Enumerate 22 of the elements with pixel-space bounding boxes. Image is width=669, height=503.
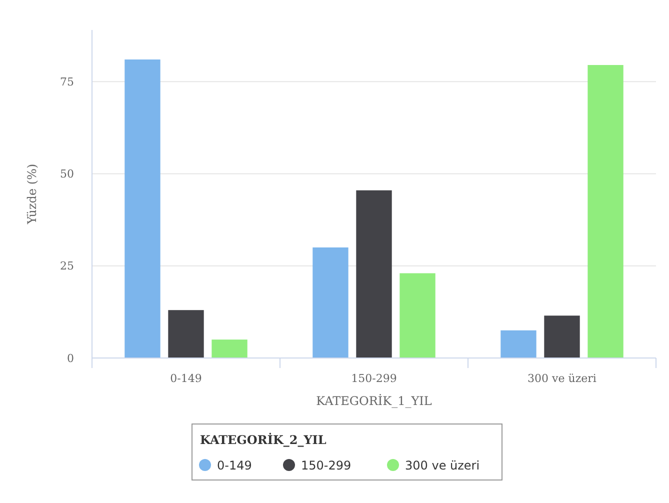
- bar: [500, 330, 536, 358]
- y-tick-label: 50: [60, 168, 74, 181]
- x-axis-title: KATEGORİK_1_YIL: [316, 393, 432, 408]
- bar: [212, 340, 248, 358]
- bar: [312, 247, 348, 358]
- bar: [588, 65, 624, 358]
- legend-label: 300 ve üzeri: [405, 458, 480, 472]
- legend-label: 0-149: [217, 458, 252, 472]
- x-tick-label: 150-299: [351, 372, 397, 385]
- x-tick-label: 0-149: [170, 372, 202, 385]
- legend-title: KATEGORİK_2_YIL: [200, 432, 327, 447]
- y-axis-title: Yüzde (%): [25, 164, 39, 226]
- y-tick-label: 0: [67, 352, 74, 365]
- bar: [356, 190, 392, 358]
- x-tick-label: 300 ve üzeri: [528, 372, 597, 385]
- bar: [124, 59, 160, 358]
- y-tick-label: 25: [60, 260, 74, 273]
- y-tick-label: 75: [60, 75, 74, 88]
- bar: [400, 273, 436, 358]
- bar: [168, 310, 204, 358]
- legend-label: 150-299: [301, 458, 352, 472]
- bar: [544, 316, 580, 358]
